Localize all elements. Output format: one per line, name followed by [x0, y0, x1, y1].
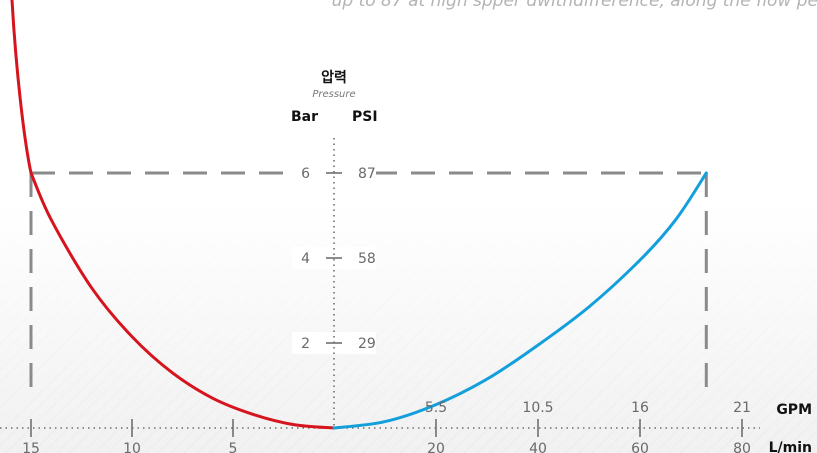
x-tick-label-lmin: 20 [427, 441, 445, 453]
y-axis-subtitle: Pressure [312, 89, 355, 100]
y-tick-label-bar: 2 [301, 336, 310, 352]
y-tick-label-bar: 6 [301, 166, 310, 182]
x-tick-label-lmin: 40 [529, 441, 547, 453]
x-tick-label-gpm: 10.5 [522, 400, 553, 416]
x-tick-label-lmin-left: 15 [22, 441, 40, 453]
y-tick-label-psi: 58 [358, 251, 376, 267]
x-tick-label-lmin: 60 [631, 441, 649, 453]
y-axis-title: 압력 [321, 70, 347, 86]
y-tick-label-bar: 4 [301, 251, 310, 267]
x-tick-label-lmin-left: 10 [123, 441, 141, 453]
x-tick-label-lmin: 80 [733, 441, 751, 453]
y-axis-unit-bar: Bar [291, 109, 318, 125]
x-tick-label-gpm: 16 [631, 400, 649, 416]
x-tick-label-gpm: 5.5 [425, 400, 447, 416]
y-tick-label-psi: 87 [358, 166, 376, 182]
y-tick-label-psi: 29 [358, 336, 376, 352]
x-tick-label-lmin-left: 5 [229, 441, 238, 453]
x-axis-label-lmin: L/min [769, 440, 812, 453]
series-line-red [10, 0, 336, 430]
x-tick-label-gpm: 21 [733, 400, 751, 416]
top-note: up to 87 at high spper dwithdifference, … [331, 0, 817, 11]
series-line-blue [332, 171, 708, 430]
y-axis-unit-psi: PSI [352, 109, 378, 125]
x-axis-label-gpm: GPM [776, 402, 812, 418]
